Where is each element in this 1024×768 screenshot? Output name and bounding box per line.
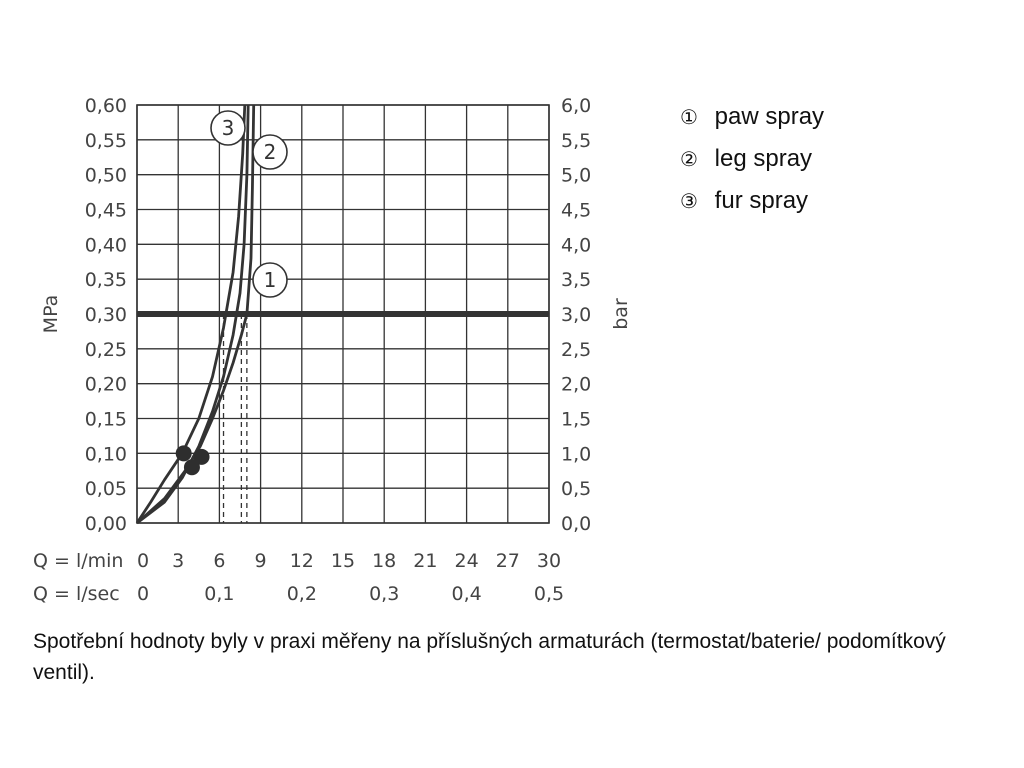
- y-left-ticks: 0,00 0,05 0,10 0,15 0,20 0,25 0,30 0,35 0,40 0,45…: [85, 95, 127, 535]
- x-tick-label: 0,2: [287, 583, 317, 605]
- y-right-tick-label: 4,0: [561, 234, 591, 256]
- markers: [175, 445, 210, 476]
- x-tick-label: 12: [290, 550, 314, 572]
- x-tick-label: 18: [372, 550, 396, 572]
- y-left-tick-label: 0,60: [85, 95, 127, 117]
- x-tick-label: 0: [137, 583, 149, 605]
- x-tick-label: 0,4: [451, 583, 481, 605]
- y-right-tick-label: 0,0: [561, 513, 591, 535]
- y-right-tick-label: 1,0: [561, 443, 591, 465]
- y-right-tick-label: 0,5: [561, 478, 591, 500]
- marker-series-1: [193, 448, 210, 465]
- legend-label: paw spray: [714, 103, 825, 130]
- y-right-tick-label: 5,0: [561, 165, 591, 187]
- y-left-tick-label: 0,30: [85, 304, 127, 326]
- x-tick-label: 15: [331, 550, 355, 572]
- x-tick-label: 9: [255, 550, 267, 572]
- curve-label-3: 3: [222, 116, 235, 140]
- y-right-tick-label: 2,5: [561, 339, 591, 361]
- curve-labels: 1 2 3: [210, 110, 288, 298]
- legend-label: leg spray: [714, 145, 813, 172]
- legend-label: fur spray: [714, 187, 809, 214]
- y-right-tick-label: 5,5: [561, 130, 591, 152]
- y-right-tick-label: 1,5: [561, 409, 591, 431]
- y-left-tick-label: 0,25: [85, 339, 127, 361]
- y-left-tick-label: 0,00: [85, 513, 127, 535]
- curve-series-2: [136, 104, 250, 525]
- y-right-axis-title: bar: [610, 298, 632, 330]
- curve-label-2: 2: [264, 140, 277, 164]
- curve-series-3: [135, 104, 247, 524]
- y-left-tick-label: 0,20: [85, 374, 127, 396]
- y-left-tick-label: 0,35: [85, 269, 127, 291]
- y-left-tick-label: 0,05: [85, 478, 127, 500]
- y-left-tick-label: 0,45: [85, 200, 127, 222]
- x-tick-label: 0,5: [534, 583, 564, 605]
- x-tick-label: 0,1: [204, 583, 234, 605]
- marker-series-3: [175, 445, 192, 462]
- y-left-tick-label: 0,10: [85, 443, 127, 465]
- y-right-tick-label: 2,0: [561, 374, 591, 396]
- flow-chart: 123 0,000,050,100,150,200,250,300,350,40…: [33, 95, 632, 605]
- legend-number: ③: [680, 189, 698, 213]
- curve-label-circle-2: [252, 134, 288, 170]
- curves: [135, 104, 256, 525]
- curve-series-1: [136, 104, 256, 525]
- x-tick-label: 24: [455, 550, 479, 572]
- curve-label-circle-3: [210, 110, 246, 146]
- x-tick-label: 27: [496, 550, 520, 572]
- x-tick-label: 21: [413, 550, 437, 572]
- y-left-tick-label: 0,40: [85, 234, 127, 256]
- marker-series-2: [183, 459, 200, 476]
- x-tick-label: 30: [537, 550, 561, 572]
- y-left-tick-label: 0,50: [85, 165, 127, 187]
- curve-label-1: 1: [264, 268, 277, 292]
- x-tick-label: 3: [172, 550, 184, 572]
- y-right-tick-label: 3,5: [561, 269, 591, 291]
- footnote: Spotřební hodnoty byly v praxi měřeny na…: [33, 630, 946, 684]
- x-tick-label: 6: [213, 550, 225, 572]
- x-row-label: Q = l/min: [33, 550, 123, 572]
- y-right-tick-label: 6,0: [561, 95, 591, 117]
- legend-item-3: ③ fur spray: [680, 186, 824, 228]
- x-axis-rows: Q = l/min 0 3 6 9 12 15 18 21 24 27 30 Q = l/sec 0 0,1…: [33, 550, 564, 605]
- y-right-tick-label: 4,5: [561, 200, 591, 222]
- y-left-tick-label: 0,15: [85, 409, 127, 431]
- legend-item-1: ① paw spray: [680, 102, 824, 144]
- legend: ① paw spray ② leg spray ③ fur spray: [680, 102, 824, 228]
- drop-lines: [222, 314, 248, 523]
- legend-item-2: ② leg spray: [680, 144, 824, 186]
- y-right-ticks: 0,0 0,5 1,0 1,5 2,0 2,5 3,0 3,5 4,0 4,5 5,0 5,5 6,0: [561, 95, 591, 535]
- legend-number: ②: [680, 147, 698, 171]
- y-left-axis-title: MPa: [40, 295, 62, 334]
- y-right-tick-label: 3,0: [561, 304, 591, 326]
- legend-number: ①: [680, 105, 698, 129]
- y-left-tick-label: 0,55: [85, 130, 127, 152]
- x-row-label: Q = l/sec: [33, 583, 120, 605]
- x-tick-label: 0,3: [369, 583, 399, 605]
- x-tick-label: 0: [137, 550, 149, 572]
- curve-label-circle-1: [252, 262, 288, 298]
